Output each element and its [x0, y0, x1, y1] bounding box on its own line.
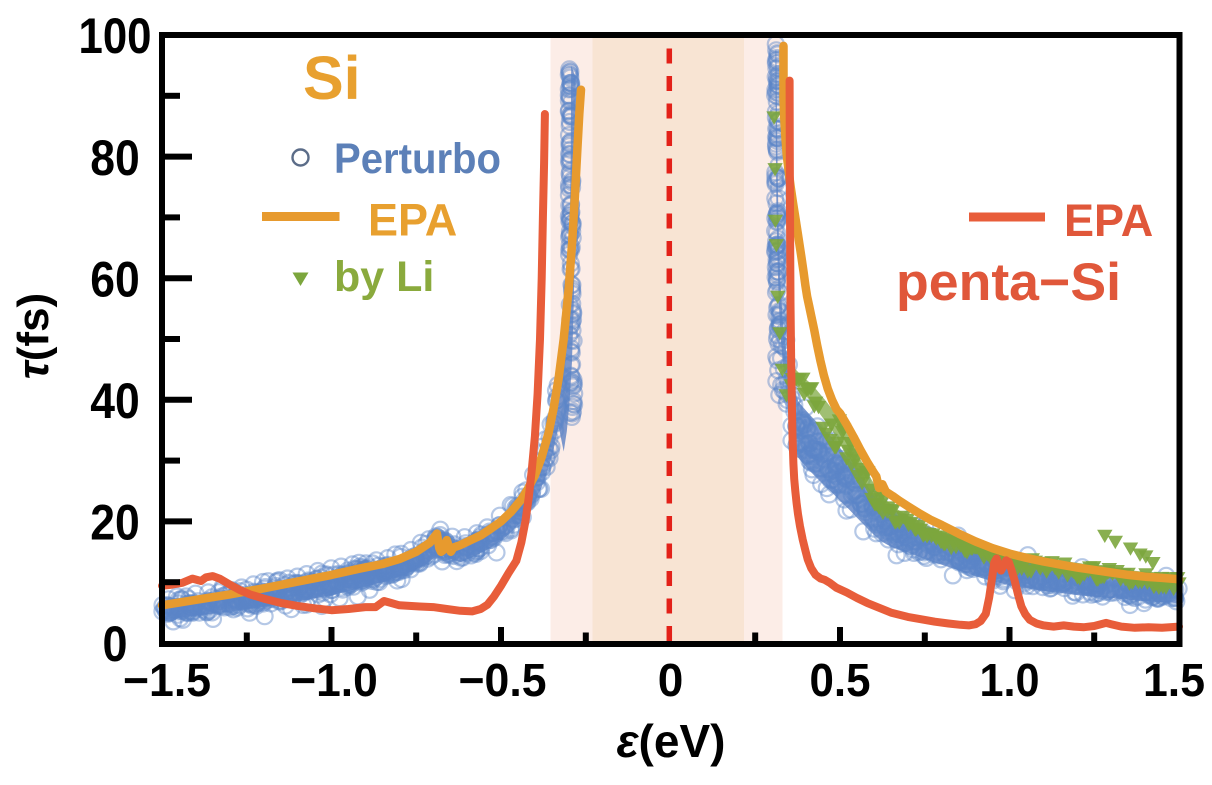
svg-text:by Li: by Li [334, 253, 434, 301]
svg-text:−0.5: −0.5 [459, 654, 547, 706]
svg-text:40: 40 [90, 373, 140, 429]
svg-text:1.0: 1.0 [980, 654, 1040, 706]
svg-text:0: 0 [658, 654, 684, 706]
svg-text:80: 80 [90, 130, 140, 186]
svg-text:20: 20 [90, 495, 140, 551]
svg-text:0.5: 0.5 [810, 654, 871, 706]
svg-text:0: 0 [103, 616, 128, 672]
svg-text:EPA: EPA [368, 195, 457, 246]
svg-text:1.5: 1.5 [1143, 654, 1205, 706]
svg-text:Perturbo: Perturbo [334, 135, 501, 183]
svg-text:100: 100 [79, 8, 152, 64]
svg-text:60: 60 [90, 251, 140, 307]
svg-text:−1.0: −1.0 [290, 654, 378, 706]
svg-text:EPA: EPA [1064, 195, 1153, 246]
svg-text:ε(eV): ε(eV) [617, 715, 726, 767]
svg-text:penta−Si: penta−Si [896, 253, 1121, 312]
svg-text:Si: Si [303, 44, 361, 112]
svg-text:τ(fs): τ(fs) [9, 293, 58, 379]
svg-text:−1.5: −1.5 [123, 654, 211, 706]
